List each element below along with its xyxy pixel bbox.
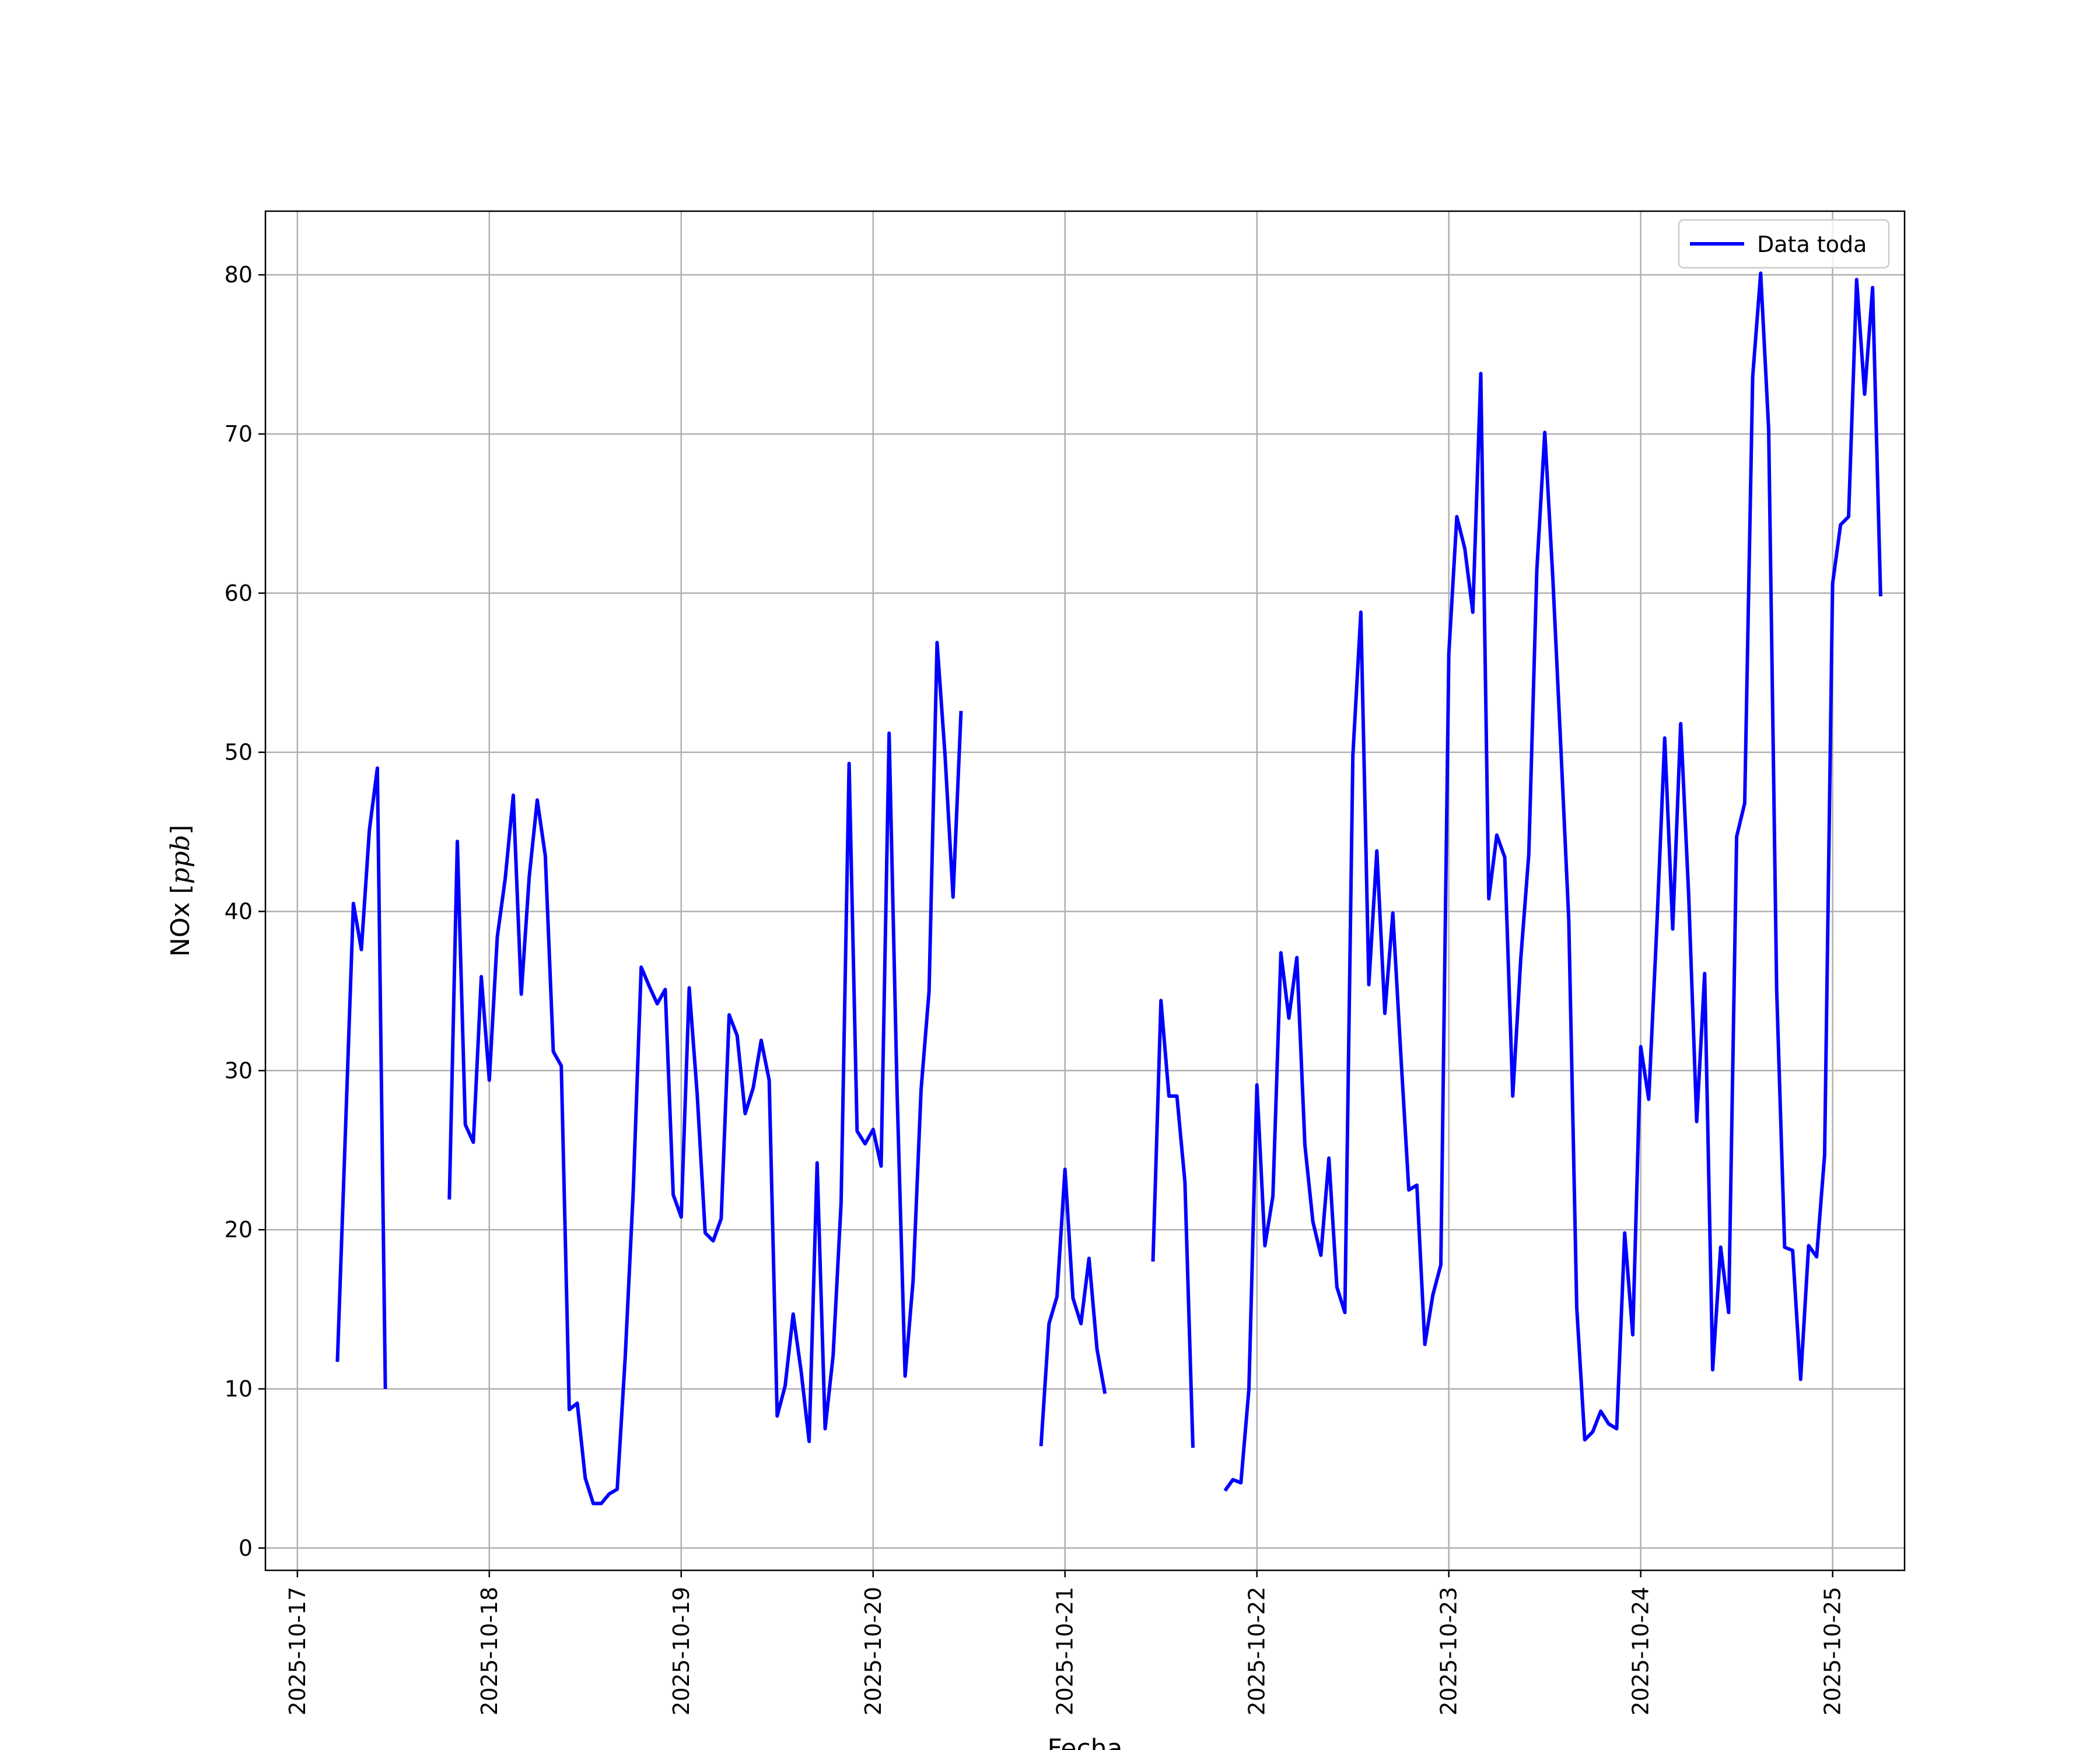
y-axis-label-text: NOx [: [166, 884, 195, 957]
x-axis: 2025-10-17 2025-10-18 2025-10-19 2025-10-20…: [285, 1570, 1846, 1716]
y-tick-label: 80: [225, 262, 253, 288]
y-tick-label: 20: [225, 1217, 253, 1242]
y-axis: 0 10 20 30 40 50 60 70 80: [225, 262, 265, 1561]
series-layer: [335, 271, 1882, 1506]
series-line-segment: [447, 640, 963, 1506]
y-tick-label: 0: [239, 1535, 253, 1561]
y-tick-label: 50: [225, 740, 253, 765]
y-tick-label: 70: [225, 421, 253, 447]
x-tick-label: 2025-10-18: [477, 1587, 502, 1716]
x-tick-label: 2025-10-21: [1052, 1587, 1078, 1716]
y-tick-label: 10: [225, 1376, 253, 1402]
y-tick-label: 60: [225, 580, 253, 606]
x-tick-label: 2025-10-20: [860, 1587, 886, 1716]
legend: Data toda: [1678, 219, 1890, 269]
x-tick-label: 2025-10-24: [1628, 1587, 1654, 1716]
series-line-segment: [1223, 271, 1882, 1492]
x-tick-label: 2025-10-23: [1436, 1587, 1462, 1716]
x-tick-label: 2025-10-22: [1244, 1587, 1270, 1716]
y-axis-label: NOx [ppb]: [166, 825, 195, 957]
y-axis-label-bracket: ]: [166, 825, 195, 835]
legend-box: [1678, 219, 1890, 269]
legend-label: Data toda: [1757, 232, 1867, 257]
y-tick-label: 30: [225, 1058, 253, 1083]
x-tick-label: 2025-10-17: [285, 1587, 310, 1716]
grid: [265, 211, 1905, 1570]
y-axis-label-unit: ppb: [166, 835, 195, 884]
series-line-segment: [1151, 999, 1195, 1448]
axes-frame: [264, 210, 1906, 1572]
series-line-segment: [335, 766, 387, 1390]
x-axis-label: Fecha: [1047, 1734, 1122, 1750]
series-line-segment: [1039, 1167, 1107, 1447]
x-tick-label: 2025-10-19: [668, 1587, 694, 1716]
x-tick-label: 2025-10-25: [1820, 1587, 1846, 1716]
y-tick-label: 40: [225, 898, 253, 924]
